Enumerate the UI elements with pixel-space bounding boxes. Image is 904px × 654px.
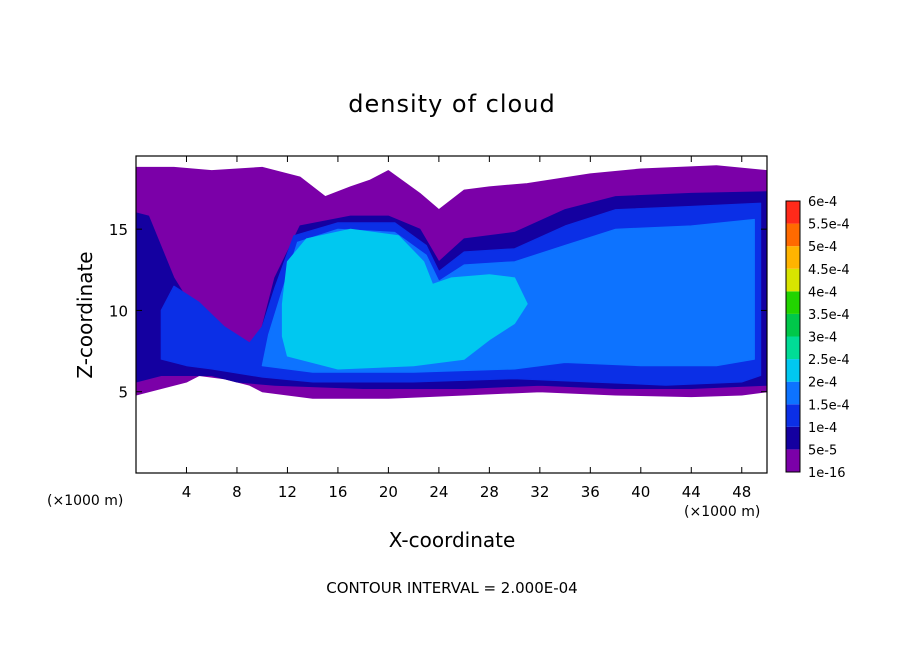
contour-interval-note: CONTOUR INTERVAL = 2.000E-04 [326,579,577,597]
x-axis-unit-label: (×1000 m) [47,493,123,509]
x-axis: 4 8 12 16 20 24 28 32 36 40 44 48 [182,156,751,501]
colorbar-swatch [786,223,800,247]
x-tick-label: 4 [182,483,192,501]
y-tick-label: 15 [109,221,128,239]
colorbar-swatch [786,449,800,472]
x-tick-label: 24 [429,483,448,501]
x-axis-label: X-coordinate [389,528,516,552]
x-tick-label: 16 [328,483,347,501]
x-tick-label: 40 [631,483,650,501]
colorbar-swatch [786,426,800,450]
plot-frame [135,155,768,474]
colorbar-swatch [786,381,800,405]
colorbar-label: 2.5e-4 [808,353,850,368]
colorbar-frame [785,200,801,473]
colorbar-label: 3.5e-4 [808,308,850,323]
y-tick-label: 10 [109,302,128,320]
colorbar-swatch [786,313,800,337]
cloud-density-field [136,165,767,399]
y-axis: 5 10 15 [109,221,767,402]
x-tick-label: 44 [682,483,701,501]
colorbar-label: 1e-16 [808,466,846,481]
colorbar-swatch [786,246,800,269]
colorbar-label: 6e-4 [808,195,837,210]
colorbar-swatch [786,268,800,292]
x-tick-label: 8 [232,483,242,501]
colorbar-label: 5.5e-4 [808,218,850,233]
colorbar-legend: 1e-16 5e-5 1e-4 1.5e-4 2e-4 2.5e-4 3e-4 3.5e-4 4… [785,195,850,481]
colorbar-swatch [786,201,800,224]
colorbar-swatch [786,291,800,314]
y-tick-label: 5 [118,384,128,402]
colorbar-swatch [786,404,800,427]
colorbar-label: 1.5e-4 [808,398,850,413]
x-tick-label: 48 [732,483,751,501]
colorbar-label: 5e-5 [808,443,837,458]
colorbar-label: 5e-4 [808,240,837,255]
x-tick-label: 12 [278,483,297,501]
colorbar-label: 1e-4 [808,421,837,436]
colorbar-swatch [786,336,800,360]
chart-title: density of cloud [348,90,555,118]
x-tick-label: 28 [480,483,499,501]
colorbar-label: 4.5e-4 [808,263,850,278]
colorbar-label: 2e-4 [808,376,837,391]
contour-region-4 [281,228,528,370]
x-tick-label: 36 [581,483,600,501]
x-tick-label: 20 [379,483,398,501]
y-axis-label: Z-coordinate [73,251,97,378]
colorbar-swatch [786,359,800,382]
colorbar-label: 4e-4 [808,285,837,300]
x-axis-unit-label-right: (×1000 m) [684,504,760,520]
colorbar-label: 3e-4 [808,331,837,346]
x-tick-label: 32 [530,483,549,501]
